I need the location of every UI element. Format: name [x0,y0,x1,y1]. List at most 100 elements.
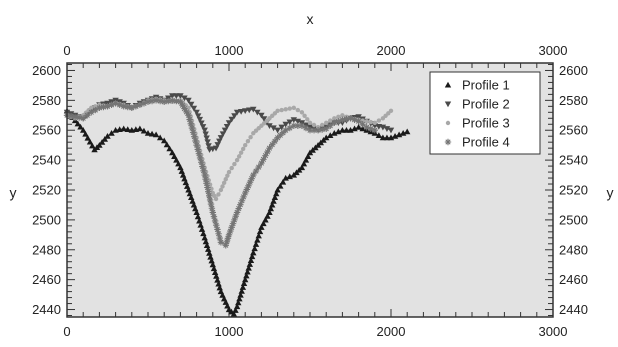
series-1-point [232,307,239,313]
series-2-point [286,119,293,126]
series-1-point [209,261,216,268]
series-1-point [140,127,148,134]
series-1-point [120,125,127,132]
series-2-point [387,127,395,134]
series-4-point [179,102,186,109]
series-3-point [311,122,317,128]
series-1-point [244,268,251,275]
series-1-point [273,190,280,197]
series-3-point [232,161,237,167]
series-1-point [84,134,91,141]
series-4-point [196,154,204,162]
series-1-point [200,230,207,237]
y-tick-label-right: 2600 [559,63,588,78]
series-4-point [75,114,83,121]
series-2-point [282,121,289,128]
series-2-point [379,124,387,131]
series-4-point [148,97,156,105]
series-1-point [399,130,407,136]
series-3-point [238,150,244,155]
series-4-point [136,101,144,109]
series-1-point [262,216,269,223]
series-2-point [246,107,253,114]
series-4-point [206,192,213,200]
series-4-point [225,231,233,239]
series-1-point [286,173,293,180]
y-tick-label-left: 2540 [32,153,61,168]
series-1-point [343,127,350,133]
series-1-point [108,130,115,136]
series-3-point [225,173,230,178]
series-4-point [186,116,193,123]
series-3-point [213,196,219,202]
series-3-point [275,108,280,114]
series-4-point [318,126,326,133]
series-1-point [236,295,243,302]
series-3-point [248,135,253,140]
series-1-point [282,174,289,181]
series-1-point [240,280,248,287]
series-1-point [277,182,284,189]
legend-marker-2 [444,101,452,108]
series-1-point [235,299,242,306]
series-3-point [328,118,333,123]
series-3-point [307,120,313,125]
series-4-point [216,234,223,242]
series-1-point [237,291,244,298]
series-4-point [274,134,281,141]
series-3-point [236,154,242,159]
series-4-point [355,118,362,125]
series-3-point [372,120,377,125]
series-2-point [181,95,188,102]
series-4-point [314,127,322,134]
series-3-point [245,138,251,144]
series-group [63,93,411,317]
series-4-point [351,116,358,123]
series-1-point [327,132,334,139]
series-4-point [266,144,273,152]
series-2-point [196,116,204,123]
series-4-point [252,167,260,175]
series-4-point [209,209,216,216]
series-1-point [204,246,212,252]
series-3-point [302,113,307,118]
series-4-point [92,106,99,114]
series-4-point [343,115,350,123]
series-1-point [347,127,354,133]
series-4-point [245,182,252,190]
y-tick-label-left: 2560 [32,123,61,138]
series-2-point [233,109,241,116]
series-4-point [88,109,95,116]
y-axis-title-right: y [607,184,614,200]
series-2-point [266,123,273,129]
series-2-point [198,120,205,127]
series-1-point [245,264,252,271]
y-tick-label-right: 2560 [559,123,588,138]
series-4-point [165,97,172,105]
series-3-point [243,142,248,148]
series-4-point [80,115,87,122]
series-1-point [230,310,238,317]
legend-marker-4 [444,138,452,146]
series-1-point [247,257,255,263]
series-4-point [310,127,318,134]
series-2-point [204,139,211,146]
x-axis-title: x [307,11,314,27]
series-4-point [222,242,229,249]
series-1-point [216,284,223,291]
series-4-point [181,105,188,112]
series-1-point [80,127,87,133]
series-1-point [86,138,94,145]
series-4-point [132,103,140,110]
series-4-point [205,188,212,195]
series-4-point [112,100,119,107]
series-4-point [335,118,342,125]
series-4-point [286,124,293,132]
y-tick-label-right: 2520 [559,183,588,198]
series-3-point [324,120,329,125]
legend-marker-3 [445,120,451,126]
series-1-point [152,131,160,138]
series-4-point [128,104,135,112]
legend-label-4: Profile 4 [462,135,510,150]
